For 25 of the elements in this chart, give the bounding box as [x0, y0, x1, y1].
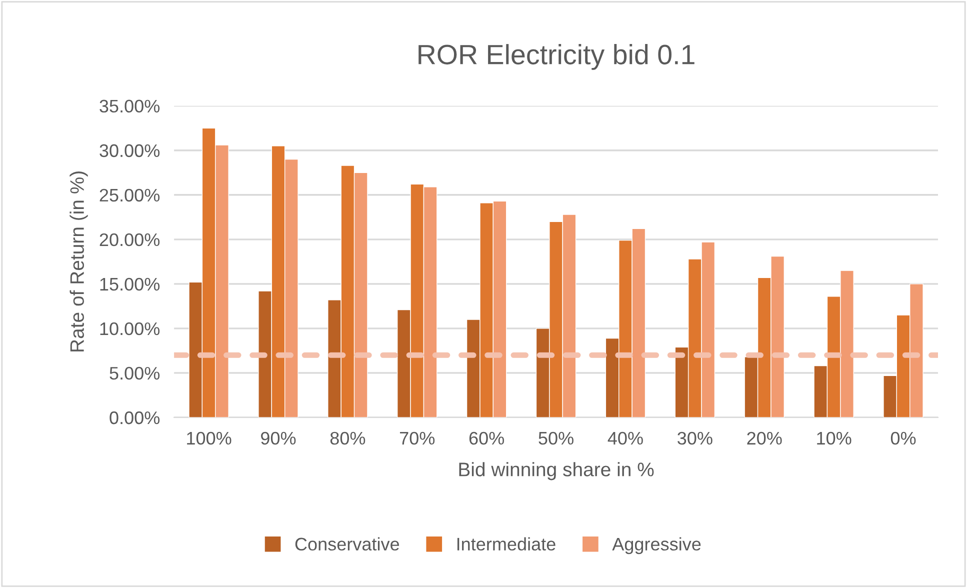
- x-tick-label: 0%: [890, 432, 916, 445]
- y-tick-label: 20.00%: [100, 233, 160, 246]
- x-tick-label: 80%: [330, 432, 366, 445]
- legend-label: Conservative: [295, 537, 400, 551]
- y-tick-label: 30.00%: [100, 144, 160, 158]
- x-tick-label: 30%: [678, 432, 712, 445]
- y-tick-label: 0.00%: [110, 411, 160, 424]
- legend-label: Aggressive: [612, 537, 701, 554]
- y-tick-label: 25.00%: [100, 188, 160, 202]
- y-axis-title: Rate of Return (in %): [70, 172, 88, 352]
- y-tick-label: 10.00%: [100, 322, 160, 336]
- x-tick-label: 90%: [261, 432, 296, 445]
- y-tick-label: 5.00%: [110, 366, 160, 380]
- y-tick-label: 15.00%: [100, 278, 160, 291]
- x-tick-label: 40%: [608, 432, 643, 445]
- x-tick-label: 60%: [469, 432, 504, 445]
- x-tick-label: 70%: [400, 432, 435, 445]
- x-tick-label: 50%: [538, 432, 574, 445]
- legend-label: Intermediate: [457, 537, 556, 551]
- y-tick-label: 35.00%: [100, 100, 160, 113]
- x-tick-label: 10%: [817, 432, 852, 445]
- chart-title: ROR Electricity bid 0.1: [418, 44, 694, 70]
- x-axis-title: Bid winning share in %: [459, 462, 654, 480]
- x-tick-label: 20%: [747, 432, 782, 445]
- x-tick-label: 100%: [187, 432, 232, 445]
